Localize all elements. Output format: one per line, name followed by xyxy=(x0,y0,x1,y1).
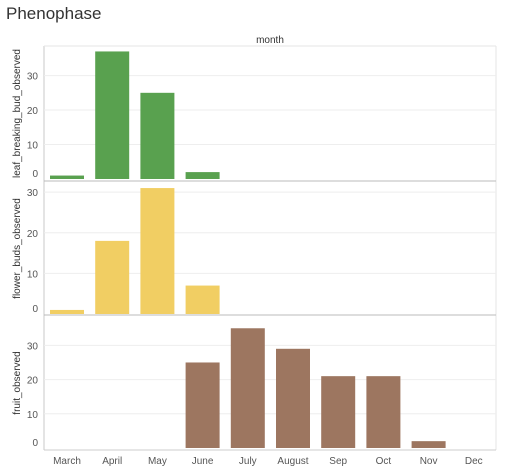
y-tick-label: 0 xyxy=(32,438,38,449)
y-axis-label: fruit_observed xyxy=(12,351,23,414)
bar-april[interactable] xyxy=(95,240,130,314)
y-tick-label: 30 xyxy=(27,341,39,352)
x-tick-label: June xyxy=(192,456,214,467)
bar-june[interactable] xyxy=(185,285,220,314)
bar-sep[interactable] xyxy=(321,376,356,448)
y-tick-label: 30 xyxy=(27,72,39,83)
bar-nov[interactable] xyxy=(411,441,446,448)
bar-july[interactable] xyxy=(230,328,265,448)
bar-june[interactable] xyxy=(185,172,220,179)
x-tick-label: August xyxy=(277,456,308,467)
x-tick-label: March xyxy=(53,456,81,467)
y-tick-label: 20 xyxy=(27,376,39,387)
bar-march[interactable] xyxy=(50,309,84,314)
bar-april[interactable] xyxy=(95,51,130,179)
panel-2: 0 10 20 30 flower_buds_observed xyxy=(12,188,496,316)
bar-may[interactable] xyxy=(140,188,175,314)
panel-1: 0 10 20 30 leaf_breaking_bud_observed xyxy=(12,49,496,182)
column-header: month xyxy=(256,35,284,46)
x-tick-label: Nov xyxy=(420,456,438,467)
y-tick-label: 10 xyxy=(27,410,39,421)
x-tick-label: Dec xyxy=(465,456,483,467)
y-tick-label: 30 xyxy=(27,188,39,199)
bar-oct[interactable] xyxy=(366,376,401,448)
y-tick-label: 10 xyxy=(27,141,39,152)
x-tick-label: Oct xyxy=(376,456,392,467)
y-axis-label: flower_buds_observed xyxy=(12,198,23,299)
x-axis: March April May June July August Sep Oct Nov Dec xyxy=(53,456,483,467)
y-tick-label: 0 xyxy=(32,304,38,315)
bar-may[interactable] xyxy=(140,92,175,179)
y-tick-label: 0 xyxy=(32,169,38,180)
y-axis-label: leaf_breaking_bud_observed xyxy=(12,49,23,178)
y-tick-label: 20 xyxy=(27,106,39,117)
bar-june[interactable] xyxy=(185,362,220,448)
y-tick-label: 10 xyxy=(27,269,39,280)
y-tick-label: 20 xyxy=(27,229,39,240)
x-tick-label: May xyxy=(148,456,167,467)
x-tick-label: July xyxy=(239,456,257,467)
bar-march[interactable] xyxy=(50,175,84,179)
page-title: Phenophase xyxy=(6,4,102,23)
x-tick-label: April xyxy=(102,456,122,467)
x-tick-label: Sep xyxy=(329,456,347,467)
panel-3: 0 10 20 30 fruit_observed xyxy=(12,328,496,451)
chart-panels: 0 10 20 30 leaf_breaking_bud_observed 0 10 20 30… xyxy=(12,45,497,451)
bar-august[interactable] xyxy=(276,348,310,448)
